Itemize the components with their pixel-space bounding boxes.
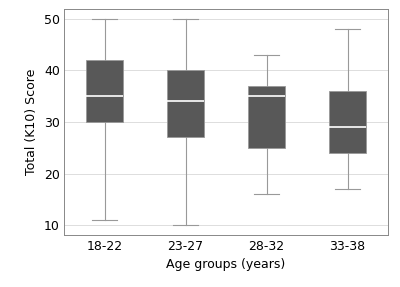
Bar <box>86 60 123 122</box>
Bar <box>329 91 366 153</box>
Y-axis label: Total (K10) Score: Total (K10) Score <box>25 69 38 175</box>
Bar <box>167 70 204 137</box>
X-axis label: Age groups (years): Age groups (years) <box>166 258 286 271</box>
Bar <box>248 86 285 148</box>
